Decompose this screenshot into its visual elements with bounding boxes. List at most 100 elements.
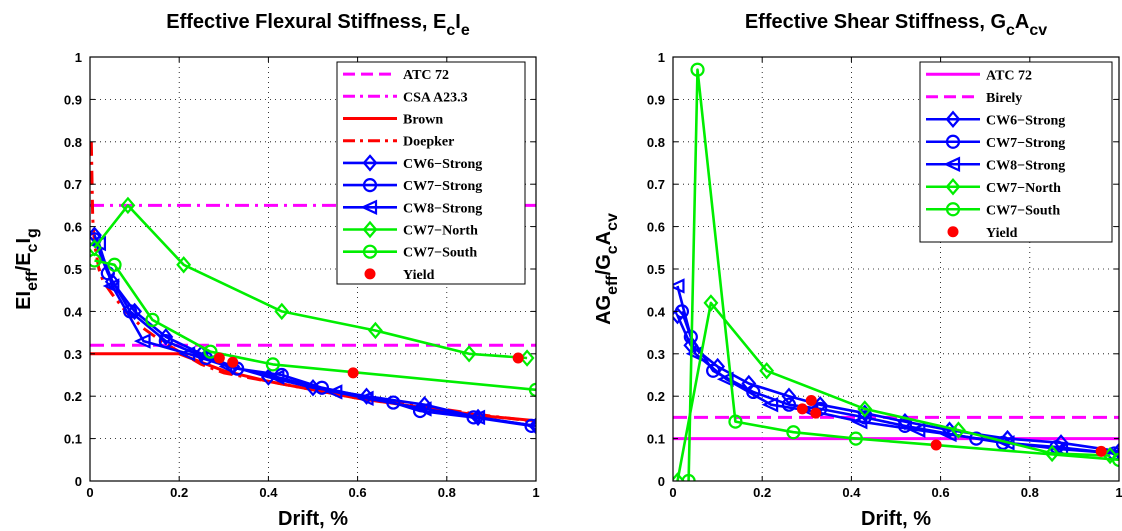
series-cw8-strong-point (267, 369, 285, 385)
chart-title-part: Effective Shear Stiffness, G (745, 11, 1006, 33)
y-tick-label: 0.9 (647, 92, 665, 107)
legend-yield-label: Yield (403, 268, 435, 283)
y-axis-label-part: eff (24, 271, 41, 291)
y-tick-label: 0 (658, 474, 665, 489)
legend-cw7-north-label: CW7−North (403, 224, 478, 239)
series-cw8-strong-point (908, 422, 926, 438)
y-axis-label-part: EI (13, 291, 35, 310)
series-cw8-strong-point (1051, 441, 1069, 457)
y-axis-label: EIeff/EcIg (13, 228, 41, 310)
y-axis-label: AGeff/GcAcv (593, 213, 621, 325)
series-cw7-south-line (687, 68, 1119, 481)
legend-atc-72-label: ATC 72 (986, 68, 1032, 83)
series-cw8-strong-point (325, 384, 343, 400)
y-axis-label-part: AG (593, 295, 615, 325)
legend-csa-a23-3-label: CSA A23.3 (403, 90, 468, 105)
y-axis-label-part: /E (13, 252, 35, 271)
series-cw7-north-point (703, 294, 719, 312)
legend-atc-72-label: ATC 72 (403, 68, 449, 83)
series-cw6-strong-point (127, 302, 143, 321)
series-cw8-strong-point (673, 278, 685, 294)
series-cw7-south-point (1111, 452, 1119, 467)
x-tick-label: 0.8 (438, 485, 456, 500)
series-cw7-north-line (93, 204, 528, 360)
legend-cw8-strong-marker (360, 199, 378, 216)
legend-brown-label: Brown (403, 113, 443, 128)
x-tick-label: 0.6 (932, 485, 950, 500)
legend-cw8-strong-label: CW8−Strong (403, 201, 482, 216)
legend-cw7-south-marker (362, 244, 378, 259)
x-tick-label: 0.4 (259, 485, 278, 500)
chart-title-part: I (455, 11, 461, 33)
legend-cw7-north-marker (362, 220, 378, 239)
legend-cw7-strong-marker (362, 178, 378, 193)
shear-stiffness-chart: 0 0.2 0.4 0.6 0.8 1 0 0.1 0.2 0.3 0.4 0.5 0.6 0.7 0.8 0… (593, 11, 1122, 530)
x-tick-label: 0.2 (753, 485, 771, 500)
series-cw7-south-point (728, 414, 743, 429)
series-yield-point (347, 367, 359, 379)
series-yield-point (796, 403, 808, 415)
series-cw7-north-point (759, 362, 775, 380)
series-yield-point (227, 356, 239, 368)
flexural-stiffness-chart: 0 0.2 0.4 0.6 0.8 1 0 0.1 0.2 0.3 0.4 0.5 0.6 0.7 0.8 0… (13, 11, 540, 530)
series-group (673, 62, 1119, 481)
y-axis-label-part: cv (604, 213, 621, 231)
chart-title-part: c (1006, 22, 1015, 39)
series-cw7-south-point (786, 425, 801, 440)
y-tick-label: 0.1 (647, 432, 665, 447)
legend-yield-marker (947, 226, 959, 238)
chart-title-part: Effective Flexural Stiffness, E (166, 11, 446, 33)
y-tick-label: 0.8 (647, 135, 665, 150)
series-cw6-strong-point (781, 387, 797, 405)
series-cw7-north-point (176, 256, 192, 274)
legend-cw7-strong-marker (945, 134, 961, 149)
y-tick-label: 0 (75, 474, 82, 489)
y-tick-label: 0.4 (64, 304, 83, 319)
y-axis-label-part: c (604, 245, 621, 254)
series-yield-point (512, 352, 524, 364)
y-tick-label: 0.7 (647, 177, 665, 192)
series-cw6-strong-point (1111, 442, 1119, 461)
series-cw7-north-point (857, 400, 873, 418)
y-tick-label: 1 (658, 50, 665, 65)
series-cw7-north-point (120, 196, 136, 215)
series-yield-point (805, 394, 817, 406)
legend: ATC 72 CSA A23.3 Brown Doepker CW6−Strong CW7… (336, 61, 526, 285)
y-axis-label-part: A (593, 231, 615, 245)
y-axis-label-part: g (24, 228, 41, 238)
legend-birely-label: Birely (986, 91, 1022, 106)
legend-yield-label: Yield (986, 226, 1018, 241)
series-cw7-strong-point (897, 418, 913, 433)
legend-cw7-north-label: CW7−North (986, 181, 1061, 196)
y-tick-label: 0.2 (647, 389, 665, 404)
legend-cw7-strong-label: CW7−Strong (403, 179, 482, 194)
chart-title-part: A (1015, 11, 1029, 33)
x-tick-label: 0.8 (1021, 485, 1039, 500)
chart-title-part: e (461, 22, 470, 39)
x-tick-label: 0 (86, 485, 93, 500)
legend-cw7-south-label: CW7−South (403, 246, 477, 261)
series-cw7-north-point (1044, 444, 1060, 463)
y-tick-label: 0.6 (64, 220, 82, 235)
series-cw7-south-point (528, 382, 536, 397)
legend-cw7-south-marker (945, 202, 961, 217)
series-cw8-strong-point (356, 390, 374, 407)
legend-cw8-strong-marker (943, 156, 961, 172)
series-cw7-north-point (950, 421, 966, 439)
legend-cw6-strong-label: CW6−Strong (403, 157, 482, 172)
y-axis-label-part: I (13, 238, 35, 244)
legend: ATC 72 Birely CW6−Strong CW7−Strong CW8−Stro… (919, 61, 1113, 243)
series-cw8-strong-point (468, 409, 486, 426)
series-cw8-strong-point (414, 401, 432, 417)
y-tick-label: 0.7 (64, 177, 82, 192)
legend-cw7-north-marker (945, 178, 961, 196)
series-cw6-strong-point (158, 328, 174, 346)
y-tick-label: 0.5 (64, 262, 82, 277)
y-axis-label-part: c (24, 243, 41, 252)
series-cw7-south-point (265, 357, 280, 372)
series-cw8-strong-point (761, 396, 779, 413)
x-tick-label: 1 (532, 485, 539, 500)
series-cw7-south-point (145, 312, 160, 327)
series-cw7-north-point (274, 302, 290, 321)
